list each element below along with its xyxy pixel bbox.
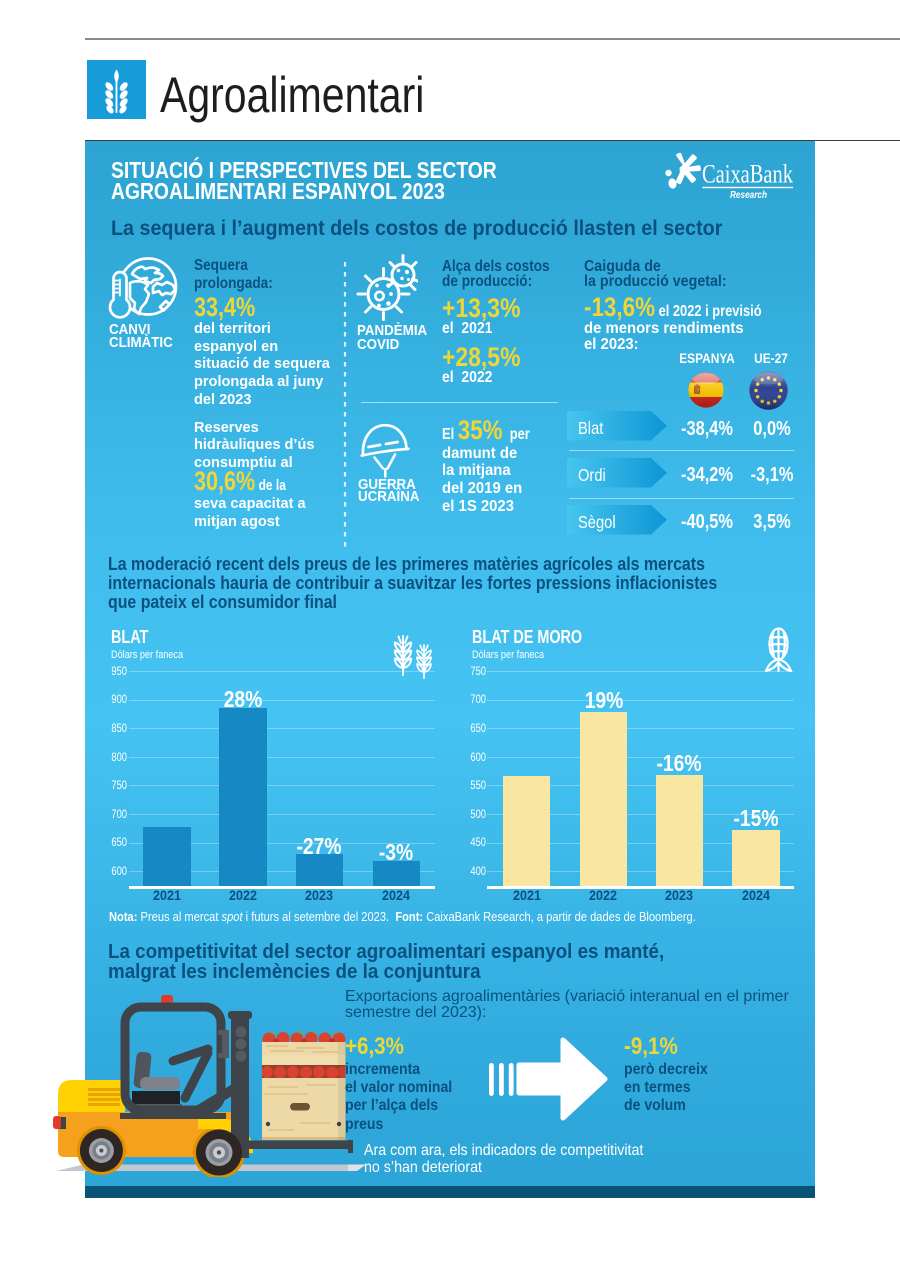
svg-text:CaixaBank: CaixaBank [702, 160, 793, 189]
svg-text:Research: Research [730, 189, 767, 200]
